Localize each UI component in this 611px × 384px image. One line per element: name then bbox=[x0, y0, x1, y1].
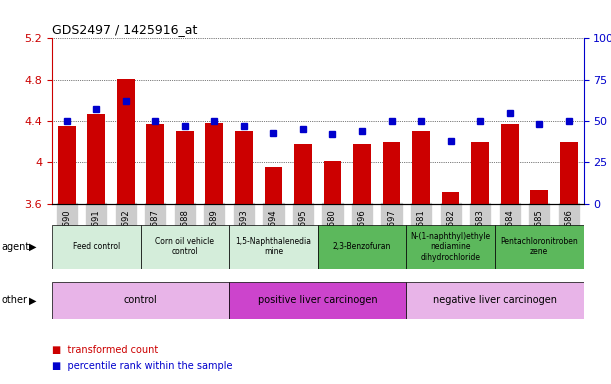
Text: positive liver carcinogen: positive liver carcinogen bbox=[258, 295, 378, 306]
Bar bbox=[229, 282, 406, 319]
Bar bbox=[52, 225, 141, 269]
Bar bbox=[442, 192, 459, 204]
Text: negative liver carcinogen: negative liver carcinogen bbox=[433, 295, 557, 306]
Text: Corn oil vehicle
control: Corn oil vehicle control bbox=[155, 237, 214, 257]
Bar bbox=[353, 144, 371, 204]
Bar bbox=[265, 167, 282, 204]
Bar bbox=[141, 225, 229, 269]
Bar bbox=[87, 114, 105, 204]
Text: agent: agent bbox=[1, 242, 29, 252]
Bar bbox=[501, 124, 519, 204]
Text: ▶: ▶ bbox=[29, 295, 37, 306]
Text: 2,3-Benzofuran: 2,3-Benzofuran bbox=[333, 242, 391, 251]
Text: GDS2497 / 1425916_at: GDS2497 / 1425916_at bbox=[52, 23, 197, 36]
Bar bbox=[58, 126, 76, 204]
Bar bbox=[560, 142, 577, 204]
Bar bbox=[530, 190, 548, 204]
Bar bbox=[147, 124, 164, 204]
Bar bbox=[406, 282, 584, 319]
Bar bbox=[412, 131, 430, 204]
Bar bbox=[471, 142, 489, 204]
Bar bbox=[117, 79, 134, 204]
Bar bbox=[324, 161, 342, 204]
Text: ■  transformed count: ■ transformed count bbox=[52, 345, 158, 355]
Text: 1,5-Naphthalenedia
mine: 1,5-Naphthalenedia mine bbox=[235, 237, 312, 257]
Bar bbox=[176, 131, 194, 204]
Bar bbox=[205, 123, 223, 204]
Bar bbox=[406, 225, 495, 269]
Text: N-(1-naphthyl)ethyle
nediamine
dihydrochloride: N-(1-naphthyl)ethyle nediamine dihydroch… bbox=[411, 232, 491, 262]
Bar bbox=[52, 282, 229, 319]
Bar bbox=[294, 144, 312, 204]
Text: other: other bbox=[1, 295, 27, 306]
Text: control: control bbox=[123, 295, 158, 306]
Text: ▶: ▶ bbox=[29, 242, 37, 252]
Bar bbox=[229, 225, 318, 269]
Bar bbox=[495, 225, 584, 269]
Bar bbox=[382, 142, 400, 204]
Bar bbox=[318, 225, 406, 269]
Text: Feed control: Feed control bbox=[73, 242, 120, 251]
Text: ■  percentile rank within the sample: ■ percentile rank within the sample bbox=[52, 361, 232, 371]
Text: Pentachloronitroben
zene: Pentachloronitroben zene bbox=[500, 237, 578, 257]
Bar bbox=[235, 131, 253, 204]
